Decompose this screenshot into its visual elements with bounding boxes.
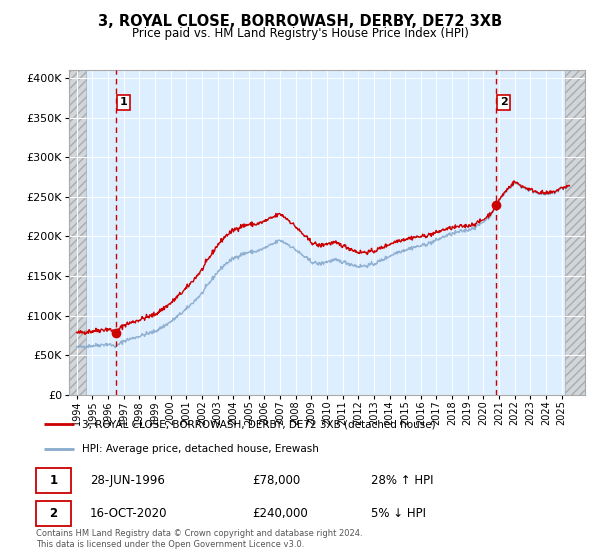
Text: HPI: Average price, detached house, Erewash: HPI: Average price, detached house, Erew… bbox=[82, 445, 319, 454]
Bar bbox=[565, 70, 585, 395]
Text: 2: 2 bbox=[500, 97, 508, 108]
Text: 2: 2 bbox=[49, 507, 58, 520]
FancyBboxPatch shape bbox=[36, 501, 71, 526]
Text: Price paid vs. HM Land Registry's House Price Index (HPI): Price paid vs. HM Land Registry's House … bbox=[131, 27, 469, 40]
Text: Contains HM Land Registry data © Crown copyright and database right 2024.
This d: Contains HM Land Registry data © Crown c… bbox=[36, 529, 362, 549]
Text: £78,000: £78,000 bbox=[252, 474, 300, 487]
Text: 1: 1 bbox=[119, 97, 127, 108]
Text: 5% ↓ HPI: 5% ↓ HPI bbox=[371, 507, 426, 520]
Text: £240,000: £240,000 bbox=[252, 507, 308, 520]
Bar bbox=[69, 70, 86, 395]
Text: 28-JUN-1996: 28-JUN-1996 bbox=[90, 474, 165, 487]
Text: 16-OCT-2020: 16-OCT-2020 bbox=[90, 507, 167, 520]
Text: 1: 1 bbox=[49, 474, 58, 487]
Text: 3, ROYAL CLOSE, BORROWASH, DERBY, DE72 3XB: 3, ROYAL CLOSE, BORROWASH, DERBY, DE72 3… bbox=[98, 14, 502, 29]
FancyBboxPatch shape bbox=[36, 468, 71, 493]
Text: 28% ↑ HPI: 28% ↑ HPI bbox=[371, 474, 433, 487]
Text: 3, ROYAL CLOSE, BORROWASH, DERBY, DE72 3XB (detached house): 3, ROYAL CLOSE, BORROWASH, DERBY, DE72 3… bbox=[82, 419, 436, 429]
